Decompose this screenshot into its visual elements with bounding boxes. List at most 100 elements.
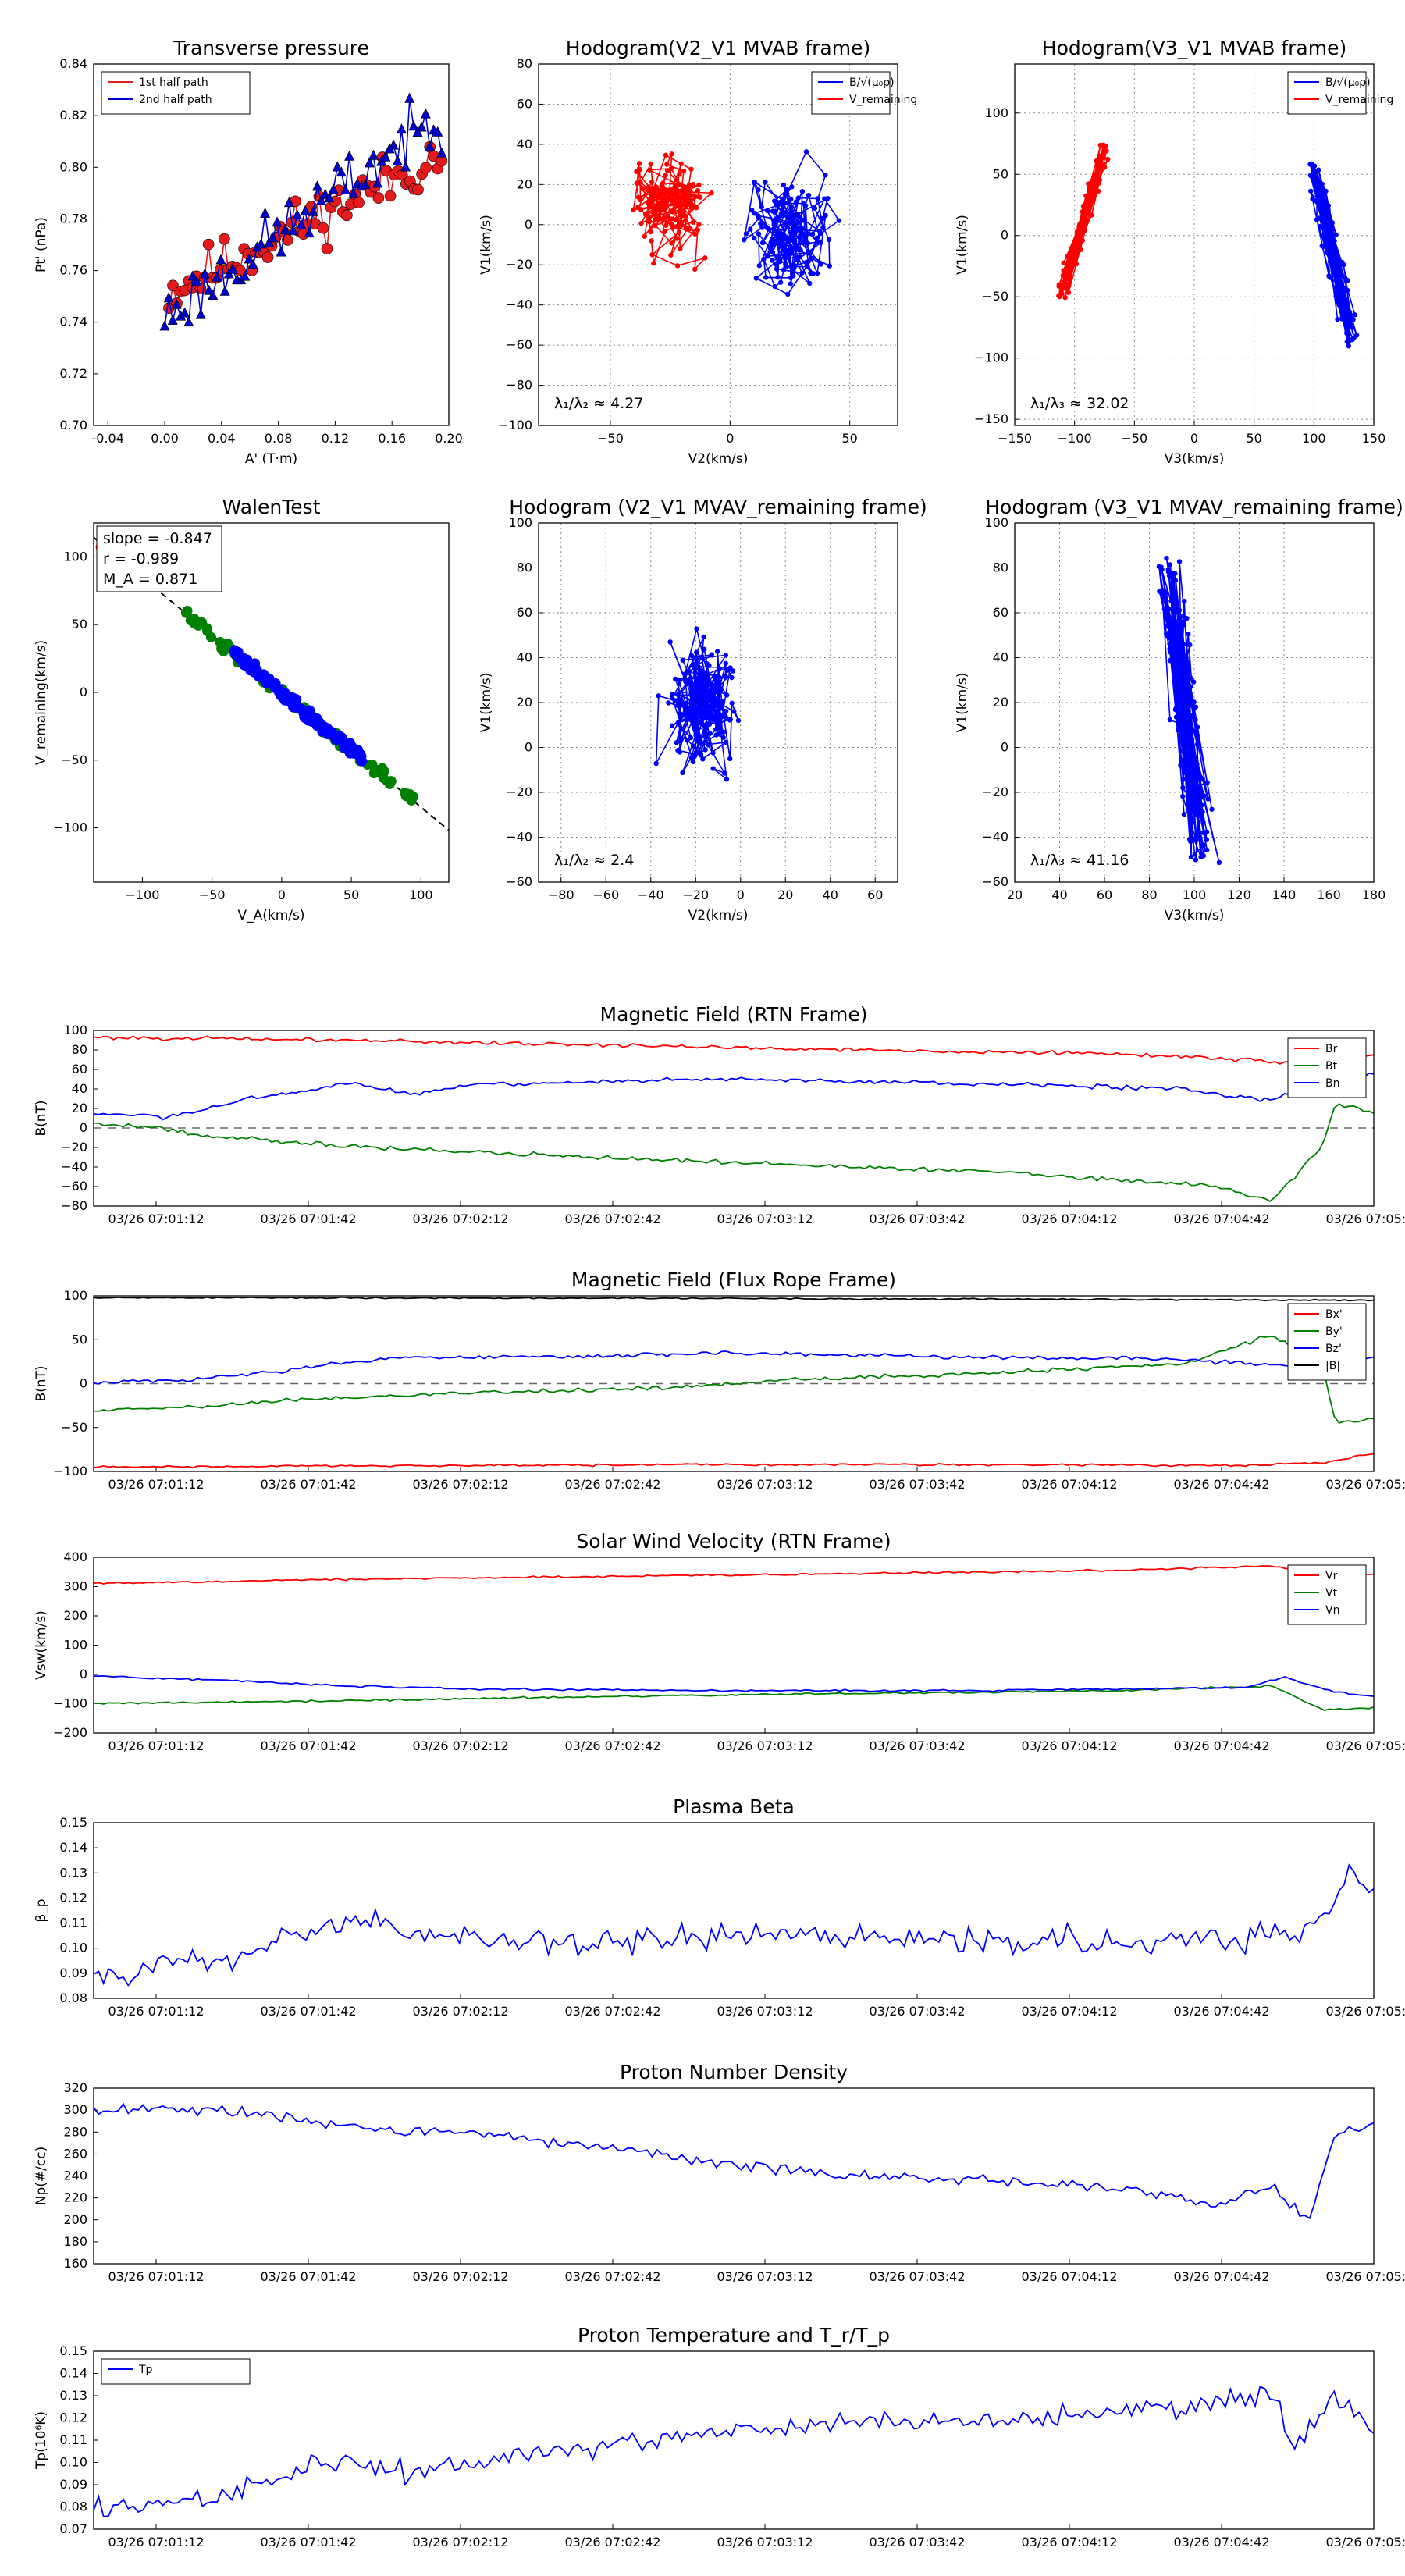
data-point <box>771 240 777 245</box>
data-point <box>1346 343 1351 349</box>
data-point <box>706 721 713 728</box>
data-point <box>208 289 219 300</box>
plot-area <box>1056 142 1360 349</box>
data-point <box>1179 722 1185 728</box>
data-point <box>195 308 206 319</box>
data-point <box>293 702 304 713</box>
data-point <box>752 235 757 241</box>
legend-box <box>101 71 251 115</box>
x-tick-label: 03/26 07:01:12 <box>108 1477 204 1492</box>
chart-title: Solar Wind Velocity (RTN Frame) <box>576 1530 891 1553</box>
data-point <box>636 161 642 166</box>
data-point <box>814 270 820 276</box>
data-point <box>272 216 283 227</box>
data-point <box>1197 806 1203 813</box>
data-point <box>690 743 696 749</box>
data-point <box>698 753 704 758</box>
data-point <box>1187 684 1193 689</box>
x-tick-label: 03/26 07:04:42 <box>1173 1212 1269 1226</box>
data-point <box>344 738 355 749</box>
data-point <box>646 215 652 221</box>
data-point <box>696 182 702 188</box>
data-point <box>1094 158 1099 164</box>
data-point <box>702 747 708 753</box>
data-point <box>702 691 708 696</box>
y-tick-label: −60 <box>982 874 1008 889</box>
x-tick-label: 50 <box>1246 431 1261 446</box>
data-point <box>690 219 696 225</box>
y-axis-label: Np(#/cc) <box>34 2147 49 2205</box>
data-point <box>1339 305 1344 311</box>
x-tick-label: −20 <box>682 888 709 902</box>
y-tick-label: 100 <box>63 1638 87 1653</box>
data-point <box>1070 252 1076 258</box>
data-point <box>715 649 720 654</box>
chart-p4: WalenTest −100 −50 0 50 100 −100 −50 0 50 100 V_A(k… <box>34 496 450 923</box>
y-tick-label: 100 <box>63 1023 87 1037</box>
data-point <box>635 194 642 200</box>
data-point <box>710 750 716 756</box>
y-tick-label: −50 <box>982 289 1008 304</box>
y-tick-label: 0.10 <box>59 2455 87 2470</box>
data-point <box>642 233 648 239</box>
data-point <box>722 770 727 776</box>
x-axis-label: V3(km/s) <box>1165 908 1225 923</box>
data-point <box>1198 854 1204 860</box>
x-tick-label: 80 <box>1141 888 1157 902</box>
y-tick-label: −100 <box>53 820 87 835</box>
data-point <box>724 692 730 698</box>
data-point <box>670 225 676 231</box>
data-point <box>1180 748 1186 754</box>
y-tick-label: 0.78 <box>59 211 87 226</box>
chart-t5: Proton Number Density 03/26 07:01:12 03/26… <box>34 2061 1405 2284</box>
data-point <box>1339 314 1346 319</box>
data-point <box>191 276 202 286</box>
data-point <box>675 692 681 698</box>
x-tick-label: 03/26 07:02:42 <box>564 1738 660 1753</box>
x-tick-label: 50 <box>343 888 359 902</box>
data-point <box>692 713 697 720</box>
data-point <box>1327 229 1333 235</box>
y-tick-label: 0.74 <box>59 315 87 329</box>
x-tick-label: 03/26 07:03:42 <box>869 2535 965 2549</box>
data-point <box>1172 571 1178 576</box>
data-point <box>723 673 728 678</box>
data-point <box>1332 266 1337 272</box>
data-point <box>384 190 397 202</box>
data-point <box>661 215 667 222</box>
x-tick-label: −50 <box>199 888 226 902</box>
data-point <box>663 187 669 193</box>
series-line <box>94 1565 1374 1585</box>
data-point <box>1183 766 1190 772</box>
data-point <box>638 220 644 226</box>
x-tick-label: 03/26 07:01:12 <box>108 2004 204 2019</box>
data-point <box>1167 562 1173 568</box>
data-point <box>1318 208 1324 215</box>
data-point <box>667 187 673 194</box>
data-point <box>685 187 690 193</box>
x-tick-label: −100 <box>1058 431 1092 446</box>
y-tick-label: −20 <box>506 257 532 272</box>
data-point <box>332 734 343 745</box>
data-point <box>180 307 190 318</box>
data-point <box>247 258 258 269</box>
data-point <box>1186 631 1191 637</box>
x-tick-label: 0 <box>1190 431 1198 446</box>
data-point <box>1329 252 1334 258</box>
chart-title: Plasma Beta <box>673 1795 795 1818</box>
data-point <box>1191 699 1197 705</box>
data-point <box>1323 188 1329 194</box>
data-point <box>696 222 702 227</box>
data-point <box>650 188 656 194</box>
data-point <box>692 753 698 759</box>
data-point <box>1176 728 1181 733</box>
data-point <box>392 155 403 165</box>
x-tick-label: 150 <box>1362 431 1386 446</box>
x-tick-label: 03/26 07:02:12 <box>412 2004 508 2019</box>
y-tick-label: 0.13 <box>59 2388 87 2403</box>
y-tick-label: 0.09 <box>59 1966 87 1980</box>
data-point <box>774 266 780 272</box>
data-point <box>1176 559 1183 564</box>
y-tick-label: 100 <box>508 515 532 530</box>
data-point <box>742 237 747 243</box>
